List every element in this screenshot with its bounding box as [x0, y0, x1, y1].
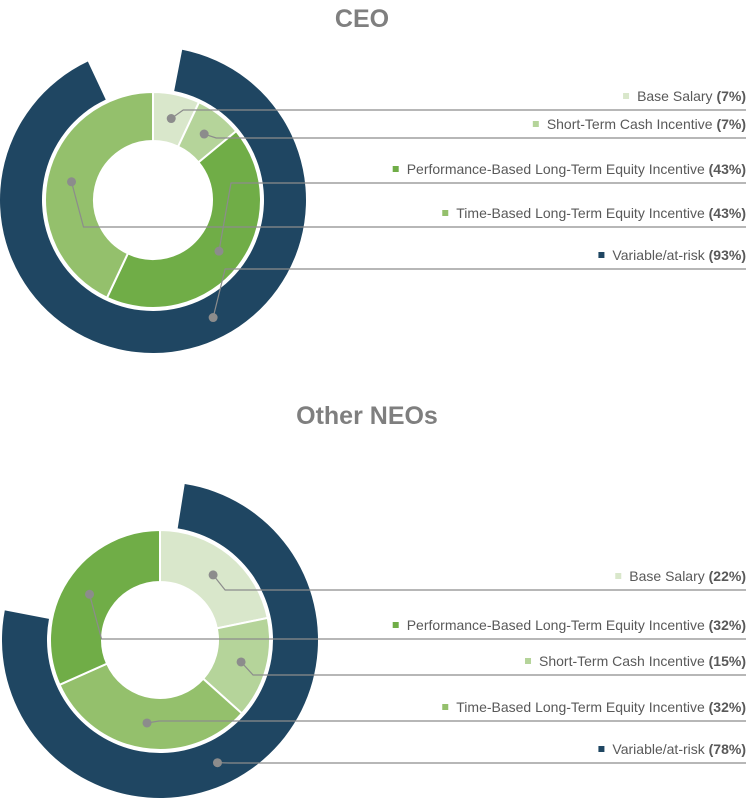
leader-line — [70, 181, 746, 228]
legend-label: Base Salary (7%) — [637, 88, 746, 104]
legend-percent: (7%) — [716, 88, 746, 104]
legend-percent: (7%) — [716, 116, 746, 132]
legend-label: Performance-Based Long-Term Equity Incen… — [407, 617, 746, 633]
leader-line — [212, 574, 746, 591]
legend-percent: (78%) — [709, 741, 746, 757]
neo-slice-performance-based-long-term-equity-incentive — [49, 528, 161, 687]
legend-swatch — [532, 121, 539, 127]
legend-label: Performance-Based Long-Term Equity Incen… — [407, 161, 746, 177]
leader-line — [218, 182, 746, 252]
neo-chart-title: Other NEOs — [296, 402, 438, 430]
legend-label: Variable/at-risk (78%) — [612, 741, 746, 757]
legend-percent: (22%) — [709, 568, 746, 584]
legend-percent: (15%) — [709, 653, 746, 669]
leader-dot — [214, 246, 224, 256]
legend-swatch — [598, 252, 605, 258]
neo-slice-time-based-long-term-equity-incentive — [58, 662, 244, 751]
legend-label: Short-Term Cash Incentive (7%) — [547, 116, 746, 132]
legend-label: Variable/at-risk (93%) — [612, 247, 746, 263]
legend-swatch — [442, 704, 449, 710]
legend-percent: (93%) — [709, 247, 746, 263]
legend-percent: (32%) — [709, 699, 746, 715]
leader-line — [240, 661, 746, 676]
leader-line — [88, 594, 746, 640]
legend-swatch — [623, 93, 630, 99]
legend-swatch — [525, 658, 532, 664]
legend-name: Time-Based Long-Term Equity Incentive — [456, 699, 708, 715]
leader-dot — [208, 313, 218, 323]
ceo-slice-time-based-long-term-equity-incentive — [44, 90, 154, 300]
ceo-slice-performance-based-long-term-equity-incentive — [105, 129, 262, 309]
legend-name: Performance-Based Long-Term Equity Incen… — [407, 161, 709, 177]
leader-dot — [212, 758, 222, 768]
leader-dot — [166, 114, 176, 124]
leader-dot — [142, 718, 152, 728]
legend-label: Base Salary (22%) — [629, 568, 746, 584]
legend-name: Time-Based Long-Term Equity Incentive — [456, 205, 708, 221]
legend-percent: (43%) — [709, 205, 746, 221]
legend-name: Short-Term Cash Incentive — [547, 116, 717, 132]
legend-label: Time-Based Long-Term Equity Incentive (4… — [456, 205, 746, 221]
legend-label: Time-Based Long-Term Equity Incentive (3… — [456, 699, 746, 715]
legend-name: Base Salary — [629, 568, 708, 584]
leader-dot — [199, 129, 209, 139]
legend-name: Base Salary — [637, 88, 716, 104]
leader-dot — [67, 177, 77, 187]
leader-dot — [236, 657, 246, 667]
legend-name: Short-Term Cash Incentive — [539, 653, 709, 669]
legend-name: Performance-Based Long-Term Equity Incen… — [407, 617, 709, 633]
leader-dot — [85, 589, 95, 599]
legend-swatch — [442, 210, 449, 216]
legend-swatch — [598, 746, 605, 752]
legend-swatch — [392, 166, 399, 172]
legend-swatch — [615, 573, 622, 579]
leader-line — [146, 720, 746, 724]
leader-dot — [208, 570, 218, 580]
legend-percent: (32%) — [709, 617, 746, 633]
leader-line — [212, 268, 746, 318]
ceo-chart-title: CEO — [335, 5, 389, 33]
legend-label: Short-Term Cash Incentive (15%) — [539, 653, 746, 669]
legend-name: Variable/at-risk — [612, 247, 708, 263]
leader-line — [170, 109, 746, 120]
legend-name: Variable/at-risk — [612, 741, 708, 757]
legend-swatch — [392, 622, 399, 628]
legend-percent: (43%) — [709, 161, 746, 177]
